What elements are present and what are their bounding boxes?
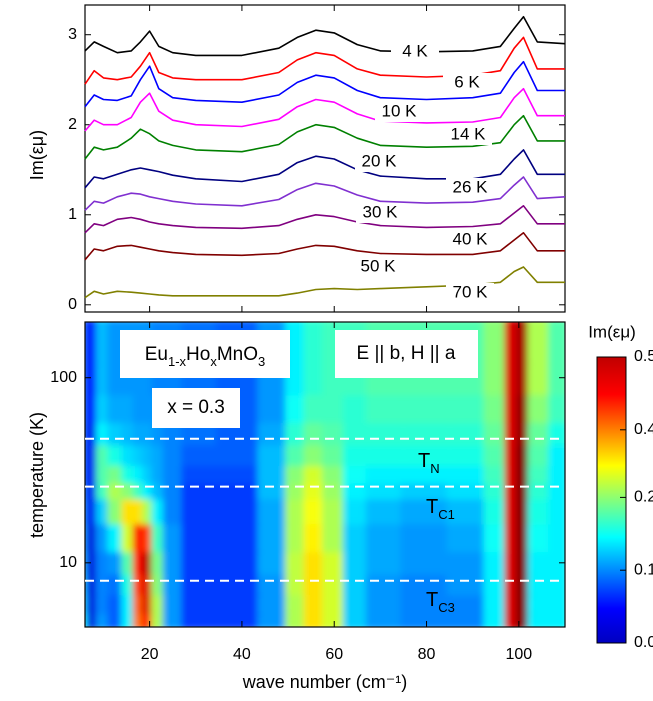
transition-sub: C1 [438,507,455,522]
spectrum [84,176,566,211]
transition-sub: C3 [438,600,455,615]
transition-symbol: T [426,496,438,518]
heatmap-cell [548,493,565,525]
x-tick-label: 60 [325,646,343,663]
spectrum [84,15,566,57]
y-tick-label: 3 [68,26,77,43]
formula-part: Ho [186,344,210,365]
composition-box [152,388,240,428]
label-bg [444,125,492,145]
spectrum [84,205,565,234]
label-bg [375,102,423,122]
colorbar-frame [596,356,627,644]
series-label: 6 K [454,72,480,91]
heatmap-cell [548,589,565,615]
series-label: 10 K [382,101,418,120]
y-tick-label: 10 [59,554,77,571]
y-tick-label: 0 [68,296,77,313]
transition-label: TC3 [426,589,455,615]
formula-part: MnO [217,344,258,365]
geometry-box [335,330,478,378]
series-label: 30 K [363,202,399,221]
spectrum [84,87,565,132]
series-label: 50 K [361,256,397,275]
label-bg [446,178,494,198]
spectrum [84,114,565,160]
transition-symbol: T [418,450,430,472]
colorbar-tick-label: 0.28 [634,489,653,506]
spectrum [84,149,565,189]
heatmap-cell [548,439,565,466]
transition-sub: N [430,461,439,476]
series-label: 20 K [362,151,398,170]
spectrum [84,60,565,108]
x-tick-label: 80 [418,646,436,663]
colorbar-tick-label: 0.55 [634,348,653,365]
formula-box [120,330,290,378]
heatmap-cell [548,358,565,396]
formula: Eu1-xHoxMnO3 [145,344,266,369]
x-label: wave number (cm⁻¹) [242,672,408,692]
label-bg [354,257,402,277]
heatmap-cell [548,568,565,596]
y-tick-label: 100 [50,369,77,386]
series-label: 70 K [453,282,489,301]
label-bg [446,283,494,303]
bottom-frame [84,321,566,628]
label-bg [443,73,491,93]
top-y-label: Im(εμ) [27,130,47,180]
label-bg [391,42,439,62]
colorbar [597,357,626,643]
heatmap-cell [548,322,565,365]
series-label: 40 K [453,229,489,248]
colorbar-tick-label: 0.41 [634,421,653,438]
formula-part: Eu [145,344,168,365]
label-bg [446,230,494,250]
heatmap-cell [548,389,565,423]
series-label: 26 K [453,177,489,196]
x-tick-label: 100 [505,646,532,663]
x-tick-label: 20 [141,646,159,663]
composition: x = 0.3 [167,397,225,418]
top-frame [84,4,566,313]
spectrum [84,36,565,85]
x-tick-label: 40 [233,646,251,663]
label-bg [355,152,403,172]
formula-part: x [210,354,217,369]
series-label: 14 K [451,124,487,143]
y-tick-label: 1 [68,206,77,223]
formula-part: 3 [258,354,265,369]
transition-label: TC1 [426,496,455,522]
geometry: E || b, H || a [357,343,456,364]
heatmap-cell [548,546,565,575]
transition-label: TN [418,450,440,476]
y-tick-label: 2 [68,116,77,133]
transition-symbol: T [426,589,438,611]
heatmap-cell [548,518,565,553]
label-bg [356,203,404,223]
spectrum [84,232,565,261]
colorbar-tick-label: 0.14 [634,561,653,578]
colorbar-label: Im(εμ) [588,322,636,341]
colorbar-tick-label: 0.00 [634,634,653,651]
bottom-y-label: temperature (K) [27,412,47,538]
formula-part: 1-x [168,354,187,369]
series-label: 4 K [402,41,428,60]
spectrum [84,266,565,299]
